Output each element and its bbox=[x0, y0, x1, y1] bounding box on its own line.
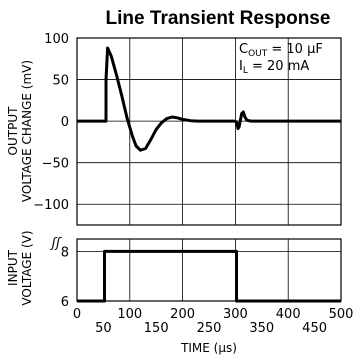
x-axis-label: TIME (μs) bbox=[180, 341, 237, 355]
upper-y-tick-label: 0 bbox=[61, 115, 69, 130]
upper-y-tick-label: −100 bbox=[33, 198, 69, 213]
upper-y-axis-label-line2: VOLTAGE CHANGE (mV) bbox=[20, 60, 34, 202]
lower-gridlines bbox=[76, 239, 342, 302]
lower-y-tick-label: 6 bbox=[61, 295, 69, 310]
x-tick-label: 200 bbox=[170, 307, 195, 322]
chart-title: Line Transient Response bbox=[106, 8, 331, 29]
axis-break-mark: ʃʃ bbox=[50, 236, 62, 251]
x-tick-labels-upper-row: 0 100 200 300 400 500 bbox=[73, 307, 354, 322]
x-tick-label: 250 bbox=[197, 321, 222, 336]
annotation-il: IL = 20 mA bbox=[239, 59, 309, 76]
lower-y-tick-label: 8 bbox=[61, 245, 69, 260]
input-voltage-series bbox=[77, 249, 341, 303]
annotation-cout: COUT = 10 μF bbox=[239, 42, 323, 59]
cout-il-annotation: COUT = 10 μF IL = 20 mA bbox=[239, 42, 323, 76]
upper-y-tick-label: −50 bbox=[42, 157, 69, 172]
x-tick-label: 100 bbox=[117, 307, 142, 322]
x-tick-label: 300 bbox=[223, 307, 248, 322]
lower-y-axis-label-line1: INPUT bbox=[6, 249, 20, 286]
x-tick-label: 150 bbox=[144, 321, 169, 336]
x-tick-label: 450 bbox=[302, 321, 327, 336]
x-tick-label: 500 bbox=[329, 307, 354, 322]
lower-y-tick-labels: 86 bbox=[61, 245, 69, 310]
lower-plot-frame bbox=[76, 238, 342, 302]
upper-y-tick-label: 100 bbox=[44, 32, 69, 47]
upper-y-axis-label-line1: OUTPUT bbox=[6, 106, 20, 156]
x-tick-label: 350 bbox=[249, 321, 274, 336]
x-tick-label: 50 bbox=[95, 321, 112, 336]
output-voltage-series bbox=[77, 46, 341, 152]
lower-y-axis-label-line2: VOLTAGE (V) bbox=[20, 230, 34, 305]
upper-y-tick-label: 50 bbox=[52, 74, 69, 89]
x-tick-label: 0 bbox=[73, 307, 81, 322]
x-tick-labels-lower-row: 50 150 250 350 450 bbox=[95, 321, 327, 336]
x-tick-label: 400 bbox=[276, 307, 301, 322]
lower-panel: 86 ʃʃ INPUT VOLTAGE (V) 0 100 200 300 400 500… bbox=[6, 230, 353, 355]
upper-panel: 100 50 0 −50 −100 COUT = 10 μF IL = 20 mA OU… bbox=[6, 32, 342, 226]
upper-y-tick-labels: 100 50 0 −50 −100 bbox=[33, 32, 69, 213]
